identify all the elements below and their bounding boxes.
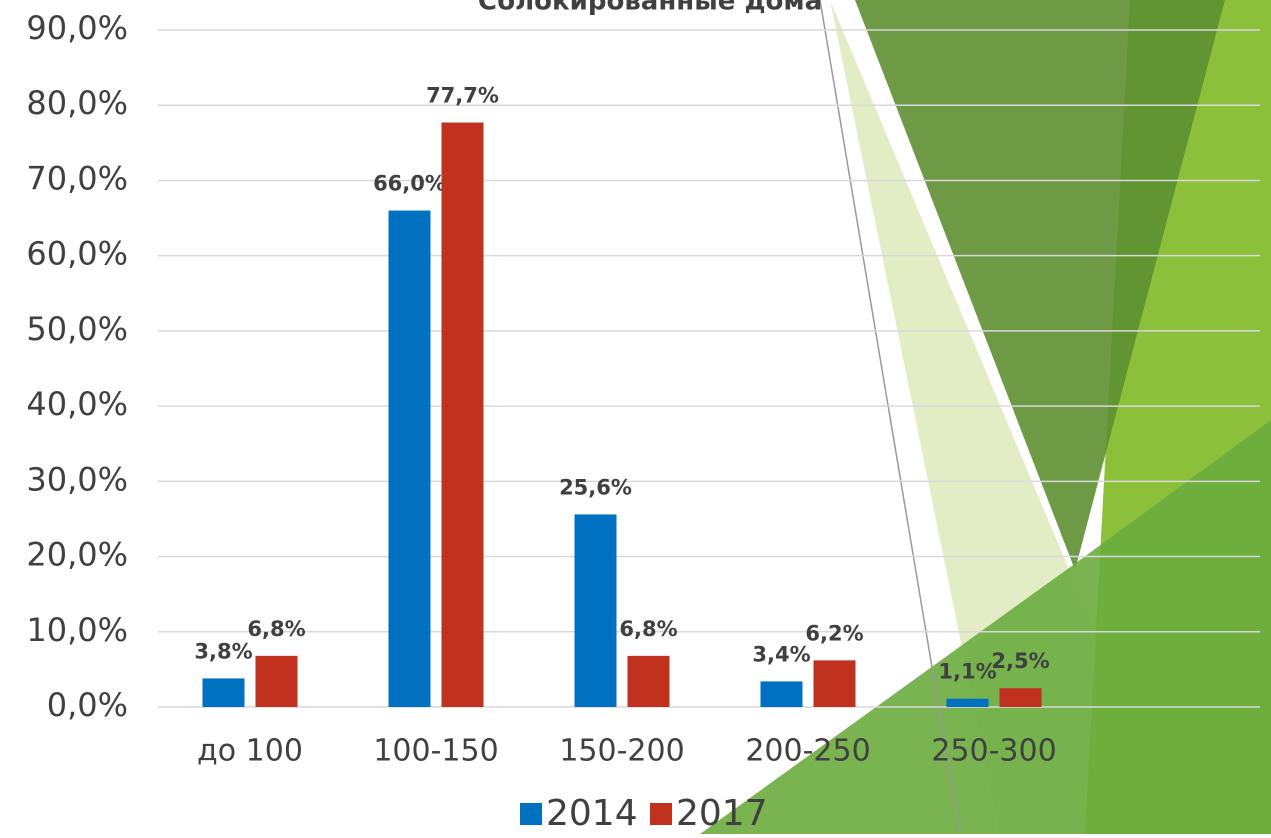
chart-title: Сблокированные дома: [478, 0, 822, 17]
y-tick-label: 60,0%: [26, 235, 128, 273]
bar: [1000, 688, 1042, 707]
bar: [628, 656, 670, 707]
value-label: 6,2%: [805, 621, 863, 645]
value-label: 3,4%: [752, 642, 810, 666]
legend-swatch: [650, 803, 672, 825]
y-tick-label: 20,0%: [26, 536, 128, 574]
chart: Сблокированные дома 0,0% 10,0% 20,0% 30,0% 4…: [0, 0, 1271, 834]
bar: [761, 681, 803, 707]
bar: [442, 123, 484, 707]
x-tick-label: 250-300: [931, 734, 1056, 769]
value-label: 66,0%: [373, 172, 446, 196]
bar: [256, 656, 298, 707]
value-label: 3,8%: [194, 639, 252, 663]
bar: [389, 211, 431, 707]
x-tick-label: 150-200: [559, 734, 684, 769]
bar: [814, 660, 856, 707]
value-label: 25,6%: [559, 475, 632, 499]
x-tick-label: до 100: [197, 734, 303, 769]
value-label: 2,5%: [991, 649, 1049, 673]
y-tick-label: 90,0%: [26, 9, 128, 47]
x-tick-label: 100-150: [373, 734, 498, 769]
decoration: [700, 0, 1271, 834]
y-tick-label: 0,0%: [47, 686, 128, 724]
bar: [947, 699, 989, 707]
x-tick-label: 200-250: [745, 734, 870, 769]
y-tick-label: 70,0%: [26, 159, 128, 197]
bar: [203, 678, 245, 707]
page: Сблокированные дома 0,0% 10,0% 20,0% 30,0% 4…: [0, 0, 1271, 834]
value-label: 6,8%: [619, 617, 677, 641]
bar: [575, 514, 617, 707]
legend-label: 2017: [676, 793, 768, 834]
y-tick-label: 80,0%: [26, 84, 128, 122]
value-label: 1,1%: [938, 660, 996, 684]
value-label: 77,7%: [426, 84, 499, 108]
y-tick-label: 30,0%: [26, 460, 128, 498]
y-tick-label: 50,0%: [26, 310, 128, 348]
legend-label: 2014: [546, 793, 638, 834]
y-tick-label: 10,0%: [26, 611, 128, 649]
y-tick-label: 40,0%: [26, 385, 128, 423]
value-label: 6,8%: [247, 617, 305, 641]
legend-swatch: [520, 803, 542, 825]
